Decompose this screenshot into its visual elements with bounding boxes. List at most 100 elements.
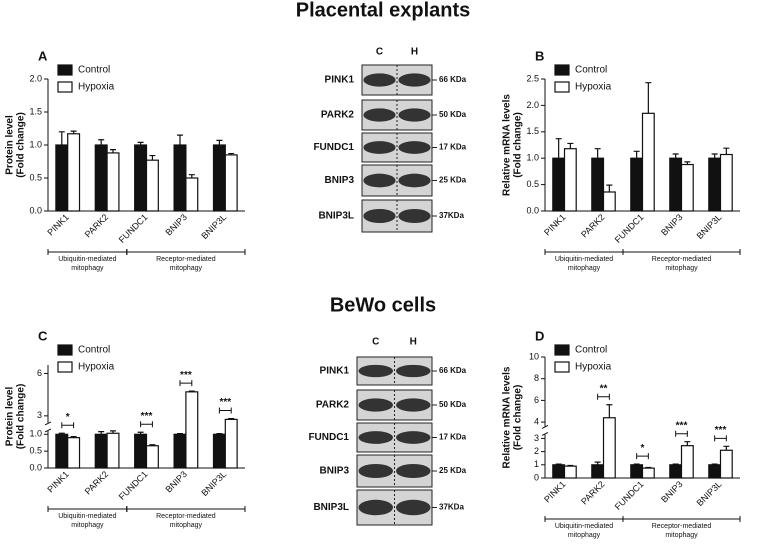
bar xyxy=(173,433,187,469)
axis-break xyxy=(44,428,52,433)
bar xyxy=(591,157,605,212)
y-tick-label: 6 xyxy=(534,395,539,405)
error-bar xyxy=(70,130,77,134)
size-label: 17 KDa xyxy=(439,433,467,442)
bar xyxy=(641,467,655,479)
legend-swatch xyxy=(57,361,73,373)
x-tick-label: BNIP3 xyxy=(659,479,684,504)
x-tick-label: BNIP3 xyxy=(164,469,189,494)
x-tick-label: BNIP3L xyxy=(695,212,724,241)
x-tick-label: BNIP3L xyxy=(199,212,228,241)
bar xyxy=(719,153,733,212)
x-tick-label: FUNDC1 xyxy=(613,212,646,245)
bar xyxy=(134,433,148,469)
legend-swatch xyxy=(57,81,73,93)
bar xyxy=(630,464,644,479)
group-label: mitophagy xyxy=(170,522,203,529)
legend-label: Hypoxia xyxy=(575,362,612,373)
size-label: 37KDa xyxy=(439,211,464,220)
group-label: Ubiquitin-mediated xyxy=(555,256,613,263)
error-bar xyxy=(228,152,235,155)
bar xyxy=(563,148,577,212)
section-title: Placental explants xyxy=(296,0,471,21)
group-label: mitophagy xyxy=(665,265,698,272)
blot-band xyxy=(363,108,396,122)
bar xyxy=(106,152,120,212)
size-label: 66 KDa xyxy=(439,75,467,84)
panel-label: B xyxy=(535,48,544,63)
bar xyxy=(630,157,644,212)
error-bar xyxy=(228,417,235,420)
bar xyxy=(224,154,238,212)
legend-swatch xyxy=(554,344,570,356)
blot-band xyxy=(396,398,431,412)
group-label: Ubiquitin-mediated xyxy=(58,256,116,263)
y-tick-label: 1.0 xyxy=(29,429,42,439)
y-tick-label: 10 xyxy=(529,351,539,361)
axis-break xyxy=(541,424,549,429)
blot-band xyxy=(358,463,393,479)
significance-label: *** xyxy=(180,370,192,381)
significance-bracket xyxy=(179,380,193,387)
y-tick-label: 0.5 xyxy=(526,179,539,189)
error-bar xyxy=(58,131,65,145)
x-tick-label: PINK1 xyxy=(45,469,70,494)
error-bar xyxy=(216,433,223,435)
significance-bracket xyxy=(61,422,75,429)
legend-label: Hypoxia xyxy=(575,82,612,93)
bar xyxy=(94,144,108,212)
legend-swatch xyxy=(57,64,73,76)
bar xyxy=(719,449,733,479)
significance-label: *** xyxy=(676,420,688,431)
significance-bracket xyxy=(675,430,688,437)
error-bar xyxy=(684,161,691,165)
y-axis-label: (Fold change) xyxy=(16,112,27,178)
error-bar xyxy=(672,153,679,159)
bar xyxy=(708,464,722,479)
bar xyxy=(669,464,683,479)
bar xyxy=(224,418,238,469)
error-bar xyxy=(98,139,105,145)
error-bar xyxy=(645,82,652,114)
bar xyxy=(173,144,187,212)
group-label: mitophagy xyxy=(71,522,104,529)
legend-label: Control xyxy=(78,65,110,76)
error-bar xyxy=(176,134,183,145)
y-tick-label: 2.0 xyxy=(29,73,42,83)
legend-label: Control xyxy=(78,345,110,356)
x-tick-label: FUNDC1 xyxy=(117,212,150,245)
x-tick-label: PINK1 xyxy=(542,479,567,504)
group-label: mitophagy xyxy=(568,265,601,272)
bar xyxy=(67,437,81,469)
bar xyxy=(708,157,722,212)
blot-band xyxy=(396,364,431,378)
blot-band xyxy=(358,364,393,378)
error-bar xyxy=(711,463,718,465)
error-bar xyxy=(70,436,77,438)
x-tick-label: PARK2 xyxy=(579,212,606,239)
y-tick-label: 1.0 xyxy=(526,153,539,163)
y-tick-label: 0.0 xyxy=(29,462,42,472)
blot-band xyxy=(358,431,393,444)
blot-band xyxy=(363,73,396,87)
blot-band xyxy=(398,208,431,224)
error-bar xyxy=(98,430,105,435)
group-label: mitophagy xyxy=(71,265,104,272)
bar xyxy=(55,433,69,469)
error-bar xyxy=(711,153,718,159)
section-title: BeWo cells xyxy=(330,294,436,316)
blot-band xyxy=(398,141,431,154)
bar xyxy=(563,465,577,479)
size-label: 66 KDa xyxy=(439,366,467,375)
x-tick-label: BNIP3L xyxy=(695,479,724,508)
legend-label: Control xyxy=(575,345,607,356)
significance-label: ** xyxy=(600,383,608,394)
protein-label: PINK1 xyxy=(320,366,350,377)
bar xyxy=(680,445,694,479)
bar xyxy=(185,177,199,212)
y-tick-label: 0.0 xyxy=(526,205,539,215)
error-bar xyxy=(110,430,117,434)
error-bar xyxy=(633,150,640,159)
group-label: Ubiquitin-mediated xyxy=(555,523,613,530)
